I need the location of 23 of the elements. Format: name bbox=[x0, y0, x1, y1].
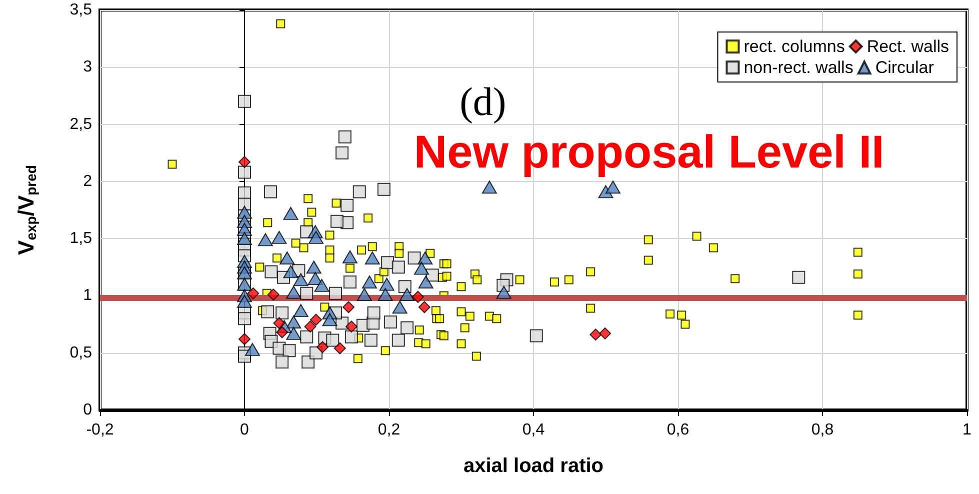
x-tick-label: 0,4 bbox=[522, 422, 545, 438]
legend-label: rect. columns bbox=[744, 37, 845, 56]
y-tick-label: 3 bbox=[83, 58, 92, 76]
x-tick-label: 0,6 bbox=[666, 422, 690, 438]
x-tick-label: 0,8 bbox=[811, 422, 834, 438]
y-tick-label: 2 bbox=[83, 172, 92, 190]
annotation: (d) bbox=[460, 78, 506, 124]
y-tick-label: 2,5 bbox=[70, 116, 92, 133]
x-tick-label: -0,2 bbox=[86, 422, 114, 438]
y-tick-label: 3,5 bbox=[70, 2, 92, 18]
y-axis-title: Vexp/Vpred bbox=[14, 165, 39, 255]
x-tick-label: 0,2 bbox=[378, 422, 400, 438]
legend-label: non-rect. walls bbox=[744, 58, 854, 77]
x-axis-title: axial load ratio bbox=[463, 455, 604, 477]
y-tick-label: 0 bbox=[83, 402, 92, 418]
legend-label: Circular bbox=[875, 58, 934, 77]
y-tick-label: 1,5 bbox=[70, 230, 92, 248]
y-tick-label: 0,5 bbox=[70, 344, 92, 362]
x-tick-label: 1 bbox=[962, 422, 972, 438]
x-tick-label: 0 bbox=[240, 422, 250, 438]
legend-label: Rect. walls bbox=[866, 37, 949, 56]
annotation: New proposal Level II bbox=[414, 126, 884, 178]
y-tick-label: 1 bbox=[83, 287, 92, 304]
